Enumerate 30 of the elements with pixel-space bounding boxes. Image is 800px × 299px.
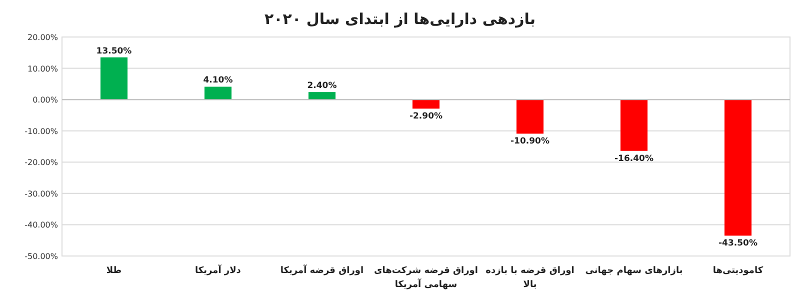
y-tick-label: -30.00%: [24, 189, 58, 198]
y-tick-label: 0.00%: [32, 96, 58, 105]
y-tick-label: 20.00%: [27, 33, 58, 42]
x-tick-label: کامودیتی‌ها: [712, 266, 764, 276]
data-label: 13.50%: [96, 46, 132, 56]
y-tick-label: -50.00%: [24, 252, 58, 261]
x-tick-label: اوراق قرضه شرکت‌های سهامی آمریکا: [374, 266, 478, 290]
y-tick-label: 10.00%: [27, 64, 58, 74]
bar: [412, 100, 440, 109]
chart-title: بازدهی دارایی‌ها از ابتدای سال ۲۰۲۰: [264, 10, 536, 28]
bar: [100, 57, 128, 100]
x-tick-label: طلا: [106, 266, 122, 276]
bar: [516, 100, 544, 134]
bar: [620, 100, 648, 151]
x-tick-label: اوراق قرضه با بازده بالا: [486, 266, 574, 290]
bar: [308, 92, 336, 100]
bar: [724, 100, 752, 236]
data-label: 2.40%: [307, 81, 338, 92]
x-tick-label: بازارهای سهام جهانی: [585, 266, 683, 276]
data-label: -10.90%: [510, 136, 550, 147]
y-tick-label: -40.00%: [24, 220, 58, 230]
x-tick-label: دلار آمریکا: [195, 264, 242, 276]
bar: [204, 86, 232, 100]
data-label: -43.50%: [718, 238, 758, 249]
y-tick-label: -10.00%: [24, 126, 58, 136]
data-label: -2.90%: [409, 112, 443, 122]
x-tick-label: اوراق قرضه آمریکا: [280, 264, 364, 276]
y-tick-label: -20.00%: [24, 158, 58, 168]
data-label: -16.40%: [614, 154, 654, 164]
data-label: 4.10%: [203, 76, 234, 86]
